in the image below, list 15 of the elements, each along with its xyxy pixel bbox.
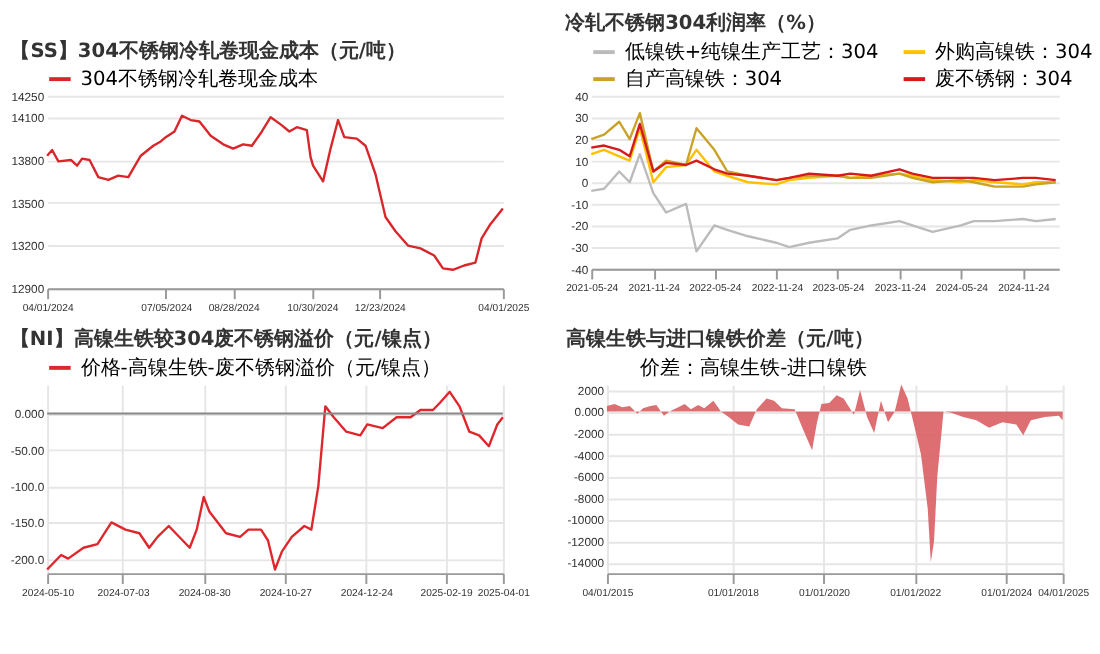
line-series bbox=[590, 152, 1057, 253]
chart-title: 【SS】304不锈钢冷轧卷现金成本（元/吨） bbox=[10, 38, 406, 63]
chart-title: 【NI】高镍生铁较304废不锈钢溢价（元/镍点） bbox=[9, 327, 442, 352]
legend-label: 外购高镍铁：304 bbox=[935, 40, 1093, 65]
line-series bbox=[45, 114, 505, 271]
chart-title: 高镍生铁与进口镍铁价差（元/吨） bbox=[566, 327, 874, 352]
legend-label: 自产高镍铁：304 bbox=[624, 67, 783, 92]
legend-label: 低镍铁+纯镍生产工艺：304 bbox=[624, 40, 879, 65]
legend-label: 304不锈钢冷轧卷现金成本 bbox=[80, 67, 318, 92]
line-series bbox=[45, 390, 505, 571]
legend-label: 废不锈钢：304 bbox=[935, 67, 1073, 92]
line-series bbox=[590, 111, 1057, 188]
chart-title: 冷轧不锈钢304利润率（%） bbox=[565, 11, 826, 36]
legend-label: 价格-高镍生铁-废不锈钢溢价（元/镍点） bbox=[78, 355, 442, 380]
series-label: 价差：高镍生铁-进口镍铁 bbox=[638, 355, 868, 380]
